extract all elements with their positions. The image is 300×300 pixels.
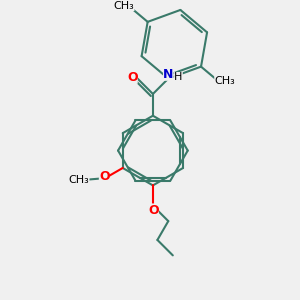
- Text: H: H: [174, 72, 183, 82]
- Text: CH₃: CH₃: [114, 1, 134, 11]
- Text: CH₃: CH₃: [69, 175, 89, 184]
- Text: O: O: [127, 70, 138, 84]
- Text: O: O: [99, 170, 110, 183]
- Text: O: O: [148, 204, 159, 217]
- Text: N: N: [163, 68, 173, 81]
- Text: CH₃: CH₃: [214, 76, 235, 86]
